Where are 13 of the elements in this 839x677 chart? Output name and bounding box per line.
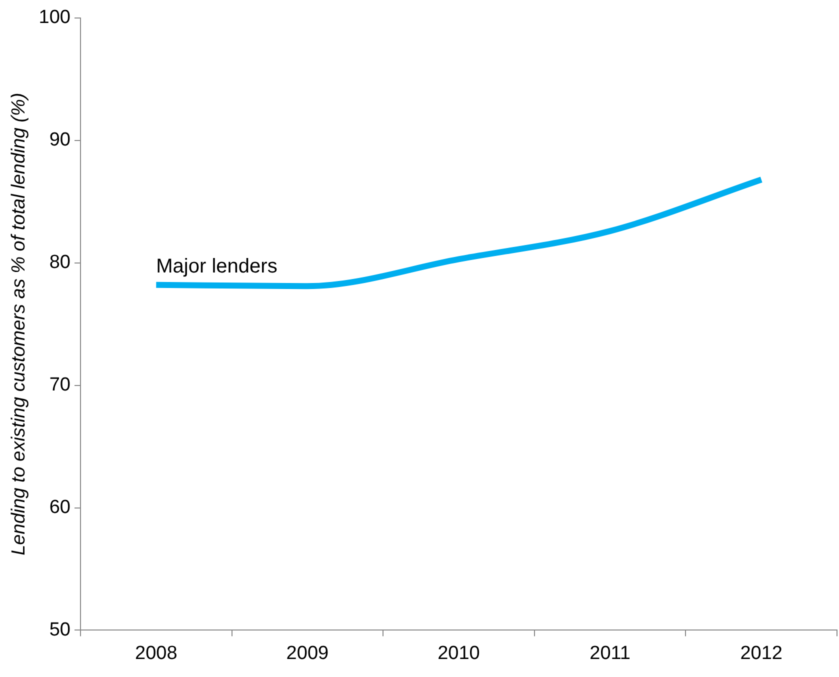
y-tick-label: 50 (49, 619, 70, 640)
x-tick-label: 2010 (438, 642, 480, 664)
x-tick-label: 2008 (135, 642, 178, 664)
x-tick-label: 2012 (740, 642, 782, 664)
x-tick-label: 2011 (590, 642, 630, 664)
x-tick-label: 2009 (286, 642, 329, 664)
y-tick-label: 80 (49, 252, 70, 274)
y-tick-label: 90 (49, 130, 70, 151)
y-tick-label: 70 (49, 374, 70, 396)
y-tick-label: 100 (38, 7, 70, 28)
series-label: Major lenders (156, 255, 278, 278)
y-axis-title: Lending to existing customers as % of total lending (%) (8, 92, 30, 556)
y-tick-label: 60 (49, 496, 70, 518)
